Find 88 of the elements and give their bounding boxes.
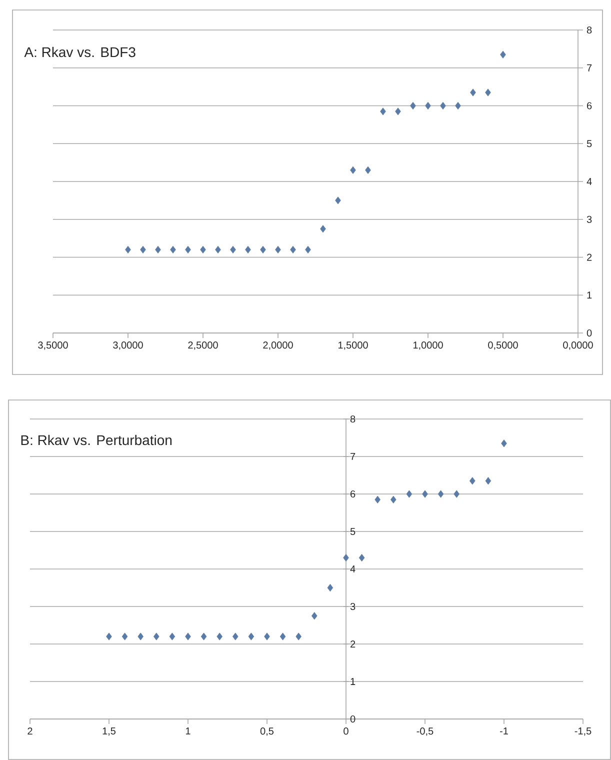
- point: [485, 477, 492, 485]
- point: [122, 632, 128, 640]
- text: B: Rkav vs. Perturbation: [21, 434, 172, 446]
- point: [245, 246, 251, 254]
- point: [305, 246, 311, 254]
- y-tick-label: 8: [350, 415, 356, 423]
- x-tick-label: 0,5000: [488, 342, 518, 350]
- point: [470, 88, 476, 96]
- point: [185, 246, 191, 254]
- y-tick-label: 7: [587, 64, 592, 72]
- point: [280, 632, 286, 640]
- x-tick-label: 1,5000: [338, 342, 368, 350]
- y-tick-label: 0: [350, 715, 356, 723]
- point: [170, 246, 176, 254]
- y-tick-label: 1: [587, 292, 592, 299]
- point: [440, 102, 446, 110]
- point: [215, 246, 221, 254]
- point: [365, 166, 371, 174]
- point: [390, 496, 396, 504]
- x-tick-label: -0,5: [416, 728, 434, 736]
- point: [260, 246, 266, 254]
- y-tick-label: 6: [587, 102, 592, 110]
- x-tick-label: 0: [344, 728, 348, 735]
- point: [320, 225, 326, 233]
- x-tick-label: 3,0000: [113, 342, 143, 350]
- point: [290, 246, 296, 254]
- y-tick-label: 0: [586, 329, 592, 337]
- y-tick-label: 4: [586, 178, 592, 185]
- point: [311, 612, 318, 620]
- x-tick-label: 2: [28, 728, 32, 735]
- point: [500, 50, 506, 58]
- y-tick-label: 6: [350, 490, 356, 498]
- point: [106, 632, 112, 640]
- point: [275, 246, 281, 254]
- point: [358, 554, 365, 562]
- x-tick-label: 0,0000: [563, 342, 593, 350]
- point: [335, 196, 341, 204]
- point: [469, 477, 476, 485]
- x-tick-label: 0,5: [260, 728, 274, 736]
- point: [264, 632, 270, 640]
- point: [169, 632, 176, 640]
- x-tick-label: 1,0000: [413, 342, 443, 350]
- y-tick-label: 5: [350, 528, 356, 535]
- point: [455, 102, 461, 110]
- text: A: Rkav vs. BDF3: [24, 46, 136, 58]
- point: [374, 496, 380, 504]
- point: [185, 632, 191, 640]
- point: [395, 108, 401, 116]
- point: [138, 632, 144, 640]
- point: [380, 108, 386, 116]
- x-tick-label: 1,5: [102, 728, 116, 736]
- y-tick-label: 8: [586, 26, 592, 34]
- y-tick-label: 2: [587, 254, 592, 261]
- point: [125, 246, 131, 254]
- y-tick-label: 5: [586, 140, 592, 148]
- point: [153, 632, 160, 640]
- point: [216, 632, 222, 640]
- point: [406, 490, 412, 498]
- point: [327, 584, 334, 592]
- point: [485, 88, 491, 96]
- point: [296, 632, 302, 640]
- point: [343, 554, 349, 562]
- y-tick-label: 4: [350, 566, 356, 572]
- y-tick-label: 1: [350, 678, 356, 685]
- point: [140, 246, 146, 254]
- point: [200, 632, 207, 640]
- point: [454, 490, 460, 498]
- point: [422, 490, 428, 498]
- x-tick-label: 1: [186, 728, 190, 734]
- point: [425, 102, 431, 110]
- point: [248, 632, 254, 640]
- y-tick-label: 7: [350, 453, 356, 460]
- point: [232, 632, 238, 640]
- x-tick-label: 2,0000: [263, 342, 293, 350]
- x-tick-label: -1: [500, 728, 508, 734]
- point: [501, 440, 507, 448]
- x-tick-label: 2,5000: [188, 342, 218, 350]
- y-tick-label: 2: [350, 640, 356, 648]
- x-tick-label: 3,5000: [38, 342, 68, 350]
- y-tick-label: 3: [350, 602, 356, 610]
- point: [350, 166, 356, 174]
- x-tick-label: -1,5: [574, 728, 592, 736]
- point: [410, 102, 416, 110]
- point: [230, 246, 236, 254]
- point: [200, 246, 206, 254]
- point: [155, 246, 161, 254]
- point: [438, 490, 444, 498]
- y-tick-label: 3: [586, 216, 592, 223]
